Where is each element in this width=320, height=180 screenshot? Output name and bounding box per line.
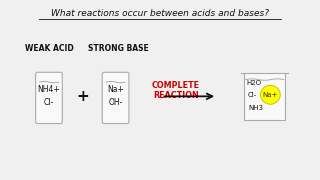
Text: REACTION: REACTION <box>153 91 199 100</box>
Text: What reactions occur between acids and bases?: What reactions occur between acids and b… <box>51 9 269 18</box>
Text: Na+: Na+ <box>263 92 278 98</box>
Text: +: + <box>76 89 89 104</box>
Ellipse shape <box>260 85 280 104</box>
Text: NH4+: NH4+ <box>37 85 60 94</box>
Text: Cl-: Cl- <box>248 92 257 98</box>
Text: STRONG BASE: STRONG BASE <box>88 44 149 53</box>
Bar <box>244 73 285 120</box>
FancyBboxPatch shape <box>36 72 62 123</box>
Text: COMPLETE: COMPLETE <box>152 81 200 90</box>
Text: Na+: Na+ <box>107 85 124 94</box>
Text: Cl-: Cl- <box>44 98 54 107</box>
Text: NH3: NH3 <box>248 105 263 111</box>
FancyBboxPatch shape <box>102 72 129 123</box>
Text: H2O: H2O <box>246 80 261 86</box>
Text: WEAK ACID: WEAK ACID <box>25 44 73 53</box>
Text: OH-: OH- <box>108 98 123 107</box>
